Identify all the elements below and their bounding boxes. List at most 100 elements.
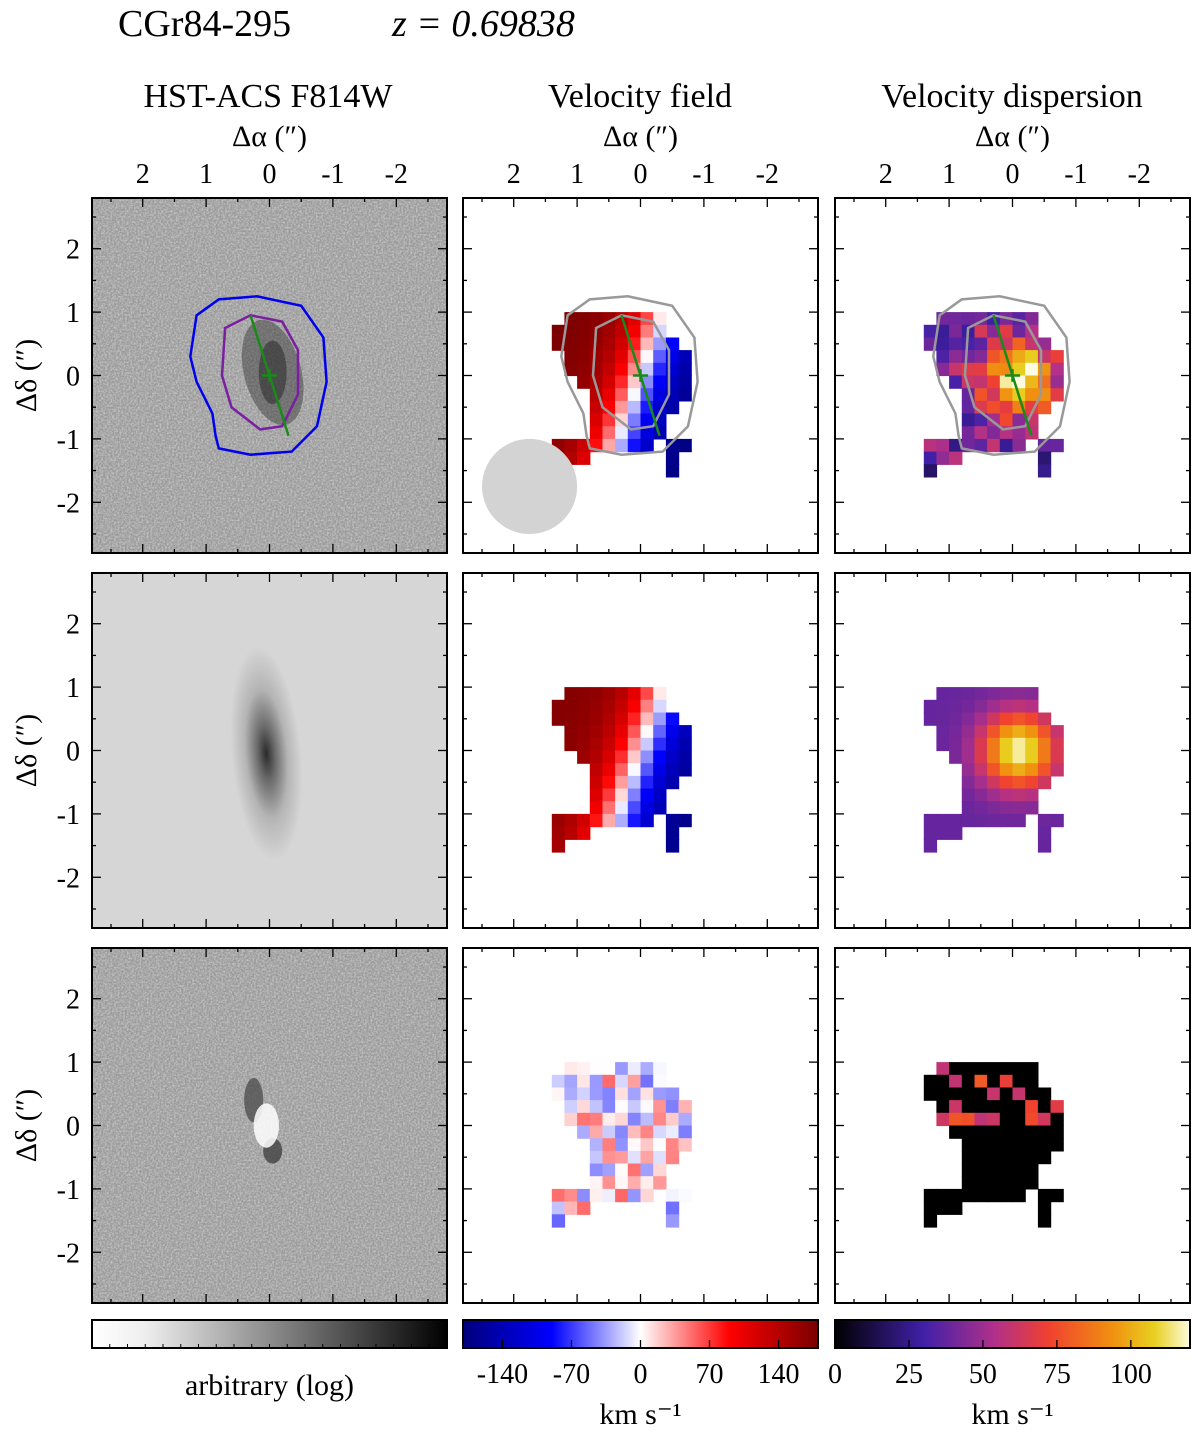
model-dispersion-pixel (1037, 737, 1052, 752)
residual-velocity-pixel (653, 1100, 667, 1114)
velocity-pixel (589, 400, 604, 415)
model-dispersion-pixel (949, 725, 963, 739)
residual-dispersion-pixel (974, 1176, 988, 1190)
residual-velocity-pixel (615, 1150, 629, 1165)
residual-dispersion-pixel (1012, 1138, 1026, 1152)
velocity-pixel (602, 350, 616, 364)
residual-dispersion-pixel (1025, 1112, 1039, 1127)
dispersion-pixel (949, 362, 963, 377)
residual-velocity-pixel (653, 1112, 667, 1127)
model-dispersion-pixel (961, 750, 976, 764)
residual-dispersion-pixel (949, 1112, 963, 1127)
model-dispersion-pixel (1025, 775, 1039, 790)
dispersion-pixel (961, 413, 976, 427)
dispersion-pixel (1012, 438, 1026, 453)
velocity-pixel (678, 388, 692, 402)
velocity-pixel (653, 362, 667, 377)
model-dispersion-pixel (1012, 750, 1026, 764)
model-velocity-pixel (653, 775, 667, 790)
residual-velocity-pixel (564, 1188, 578, 1203)
y-tick-label: -2 (57, 488, 80, 519)
model-velocity-pixel (665, 737, 680, 752)
velocity-pixel (589, 312, 604, 326)
residual-dispersion-pixel (961, 1062, 976, 1076)
dispersion-pixel (949, 324, 963, 339)
panel-content (92, 573, 447, 928)
residual-velocity-pixel (551, 1087, 566, 1101)
model-velocity-pixel (653, 801, 667, 815)
model-dispersion-pixel (1037, 725, 1052, 739)
model-velocity-pixel (615, 763, 629, 777)
dispersion-pixel (999, 375, 1014, 389)
residual-dispersion-pixel (1050, 1125, 1064, 1139)
model-dispersion-pixel (999, 687, 1014, 701)
model-dispersion-pixel (1012, 775, 1026, 790)
dispersion-pixel (961, 362, 976, 377)
residual-dispersion-pixel (987, 1100, 1001, 1114)
model-velocity-pixel (602, 750, 616, 764)
residual-velocity-pixel (551, 1201, 566, 1215)
residual-dispersion-pixel (1037, 1201, 1052, 1215)
model-velocity-pixel (564, 725, 578, 739)
model-velocity-pixel (653, 687, 667, 701)
isophote-outer-contour (560, 295, 699, 456)
velocity-pixel (564, 350, 578, 364)
velocity-pixel (665, 438, 680, 453)
residual-dispersion-pixel (936, 1100, 950, 1114)
residual-dispersion-pixel (974, 1062, 988, 1076)
model-velocity-pixel (602, 699, 616, 714)
residual-dispersion-pixel (974, 1100, 988, 1114)
residual-dispersion-pixel (1037, 1087, 1052, 1101)
model-dispersion-pixel (1025, 699, 1039, 714)
dispersion-pixel (961, 312, 976, 326)
residual-velocity-pixel (653, 1150, 667, 1165)
x-tick-label: 0 (634, 159, 648, 190)
velocity-pixel (589, 337, 604, 351)
residual-dispersion-pixel (999, 1062, 1014, 1076)
residual-dispersion-pixel (936, 1112, 950, 1127)
y-tick-label: -1 (57, 800, 80, 831)
y-axis-label: Δδ (″) (10, 714, 43, 787)
redshift-label: z = 0.69838 (391, 3, 575, 45)
residual-dispersion-pixel (923, 1074, 938, 1089)
dispersion-pixel (961, 426, 976, 440)
velocity-pixel (564, 438, 578, 453)
dispersion-pixel (936, 362, 950, 377)
model-dispersion-pixel (949, 826, 963, 840)
x-axis-label: Δα (″) (603, 120, 678, 153)
residual-dispersion-pixel (987, 1176, 1001, 1190)
residual-velocity-pixel (627, 1087, 642, 1101)
residual-dispersion-pixel (949, 1125, 963, 1139)
velocity-pixel (577, 362, 591, 377)
model-velocity-pixel (678, 750, 692, 764)
model-dispersion-pixel (1037, 813, 1052, 828)
residual-dispersion-pixel (974, 1074, 988, 1089)
x-tick-label: -2 (1128, 159, 1151, 190)
x-tick-label: -2 (756, 159, 779, 190)
model-dispersion-pixel (936, 725, 950, 739)
velocity-pixel (577, 337, 591, 351)
velocity-pixel (627, 413, 642, 427)
velocity-pixel (602, 375, 616, 389)
x-tick-label: -1 (692, 159, 715, 190)
model-velocity-pixel (589, 801, 604, 815)
velocity-pixel (627, 400, 642, 415)
residual-dispersion-pixel (961, 1074, 976, 1089)
model-dispersion-pixel (999, 788, 1014, 802)
panel-content (835, 948, 1190, 1303)
residual-dispersion-pixel (961, 1188, 976, 1203)
model-galaxy-profile (230, 646, 303, 862)
observed-dispersion-panel (835, 198, 1190, 553)
dispersion-pixel (923, 438, 938, 453)
residual-dispersion-pixel (961, 1112, 976, 1127)
residual-velocity-pixel (665, 1138, 680, 1152)
residual-dispersion-pixel (1025, 1087, 1039, 1101)
model-velocity-pixel (653, 712, 667, 726)
model-velocity-pixel (551, 813, 566, 828)
model-image-panel (92, 573, 447, 928)
residual-velocity-pixel (678, 1138, 692, 1152)
residual-dispersion-pixel (1025, 1150, 1039, 1165)
residual-dispersion-pixel (999, 1176, 1014, 1190)
x-tick-label: 0 (1006, 159, 1020, 190)
